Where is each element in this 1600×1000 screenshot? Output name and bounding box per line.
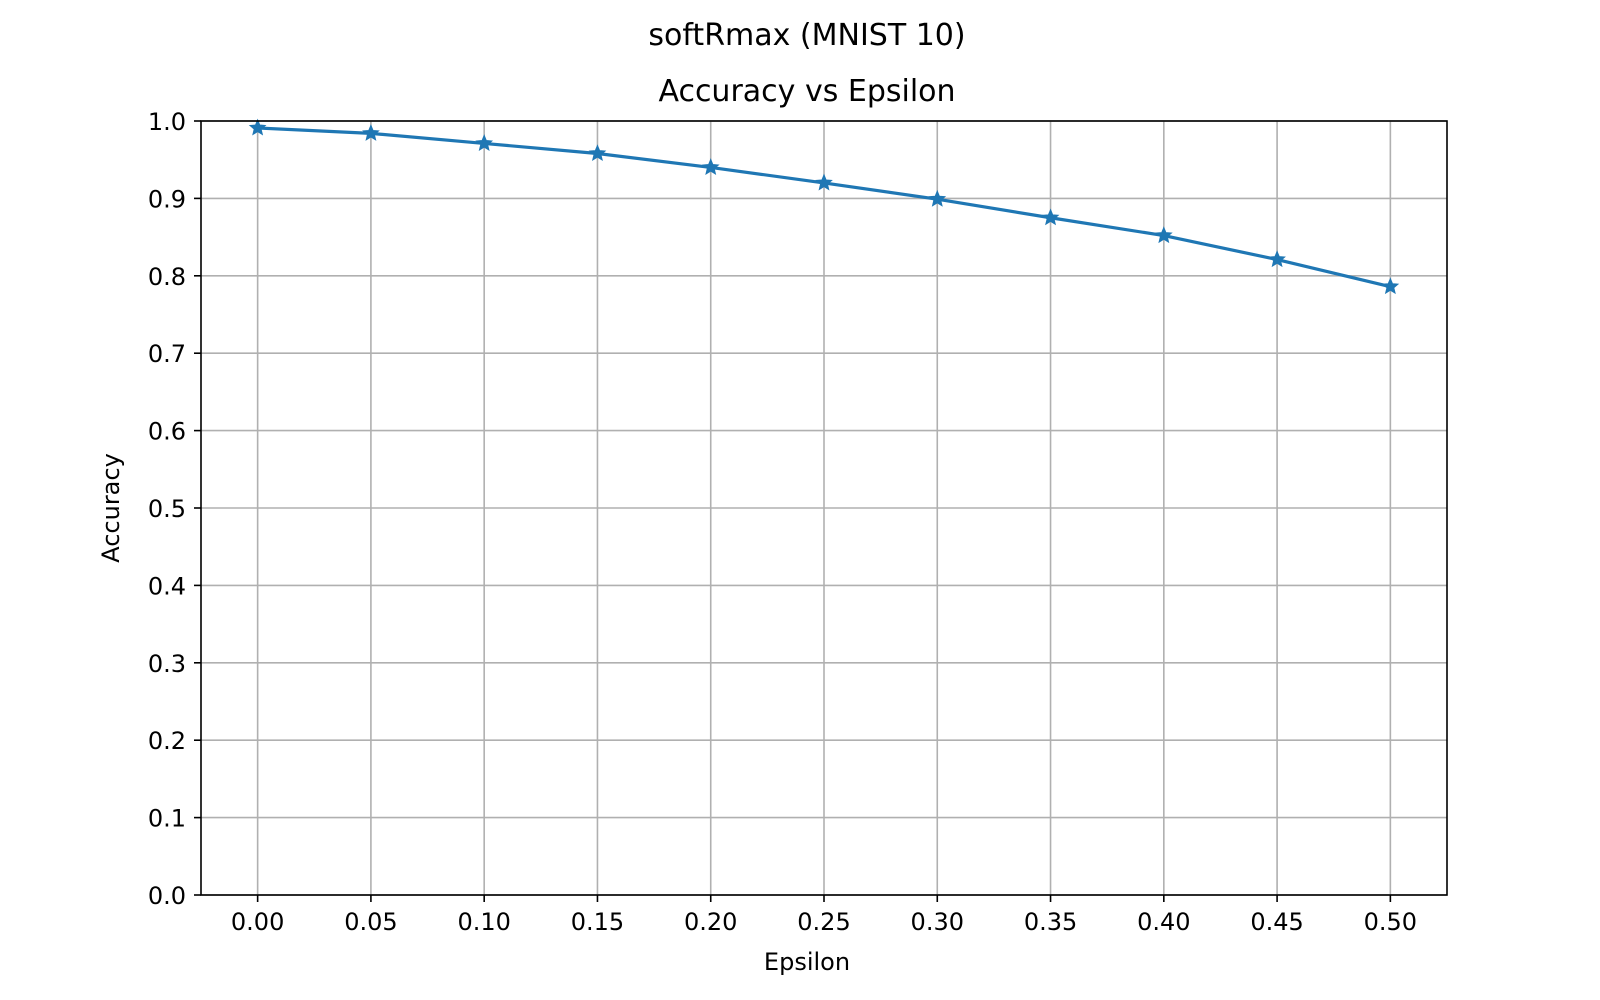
- data-point-marker: [362, 124, 380, 141]
- y-tick-label: 0.9: [148, 185, 186, 213]
- grid: [201, 120, 1447, 896]
- series-layer: [248, 118, 1400, 295]
- y-tick-label: 0.4: [148, 572, 186, 600]
- y-tick-label: 0.8: [148, 263, 186, 291]
- data-point-marker: [1381, 277, 1400, 295]
- y-tick-label: 0.3: [148, 650, 186, 678]
- x-axis-label: Epsilon: [764, 948, 850, 976]
- y-tick-label: 0.1: [148, 805, 186, 833]
- data-point-marker: [1041, 208, 1060, 226]
- x-tick-label: 0.20: [684, 908, 737, 936]
- chart-title: Accuracy vs Epsilon: [658, 74, 955, 109]
- x-tick-label: 0.30: [911, 908, 964, 936]
- y-tick-label: 0.7: [148, 340, 186, 368]
- y-tick-label: 0.6: [148, 418, 186, 446]
- x-tick-label: 0.10: [457, 908, 510, 936]
- data-point-marker: [815, 173, 833, 191]
- x-tick-label: 0.50: [1364, 908, 1417, 936]
- x-tick-label: 0.25: [797, 908, 850, 936]
- x-tick-label: 0.05: [344, 908, 397, 936]
- y-tick-label: 0.2: [148, 727, 186, 755]
- y-tick-label: 0.5: [148, 495, 186, 523]
- y-axis-label: Accuracy: [97, 453, 125, 563]
- data-point-marker: [928, 189, 947, 207]
- data-point-marker: [1154, 226, 1173, 244]
- data-point-marker: [701, 158, 720, 175]
- data-point-marker: [475, 134, 494, 151]
- data-point-marker: [588, 144, 607, 162]
- y-tick-label: 1.0: [148, 108, 186, 136]
- data-point-marker: [248, 118, 267, 136]
- ticks: 0.00 0.05 0.10 0.15 0.20 0.25 0.30 0.35 0.40 0.45…: [148, 108, 1417, 936]
- data-point-marker: [1268, 250, 1286, 268]
- x-tick-label: 0.35: [1024, 908, 1077, 936]
- x-tick-label: 0.00: [231, 908, 284, 936]
- x-tick-label: 0.15: [571, 908, 624, 936]
- chart-suptitle: softRmax (MNIST 10): [648, 18, 965, 53]
- x-tick-label: 0.45: [1250, 908, 1303, 936]
- y-tick-label: 0.0: [148, 882, 186, 910]
- x-tick-label: 0.40: [1137, 908, 1190, 936]
